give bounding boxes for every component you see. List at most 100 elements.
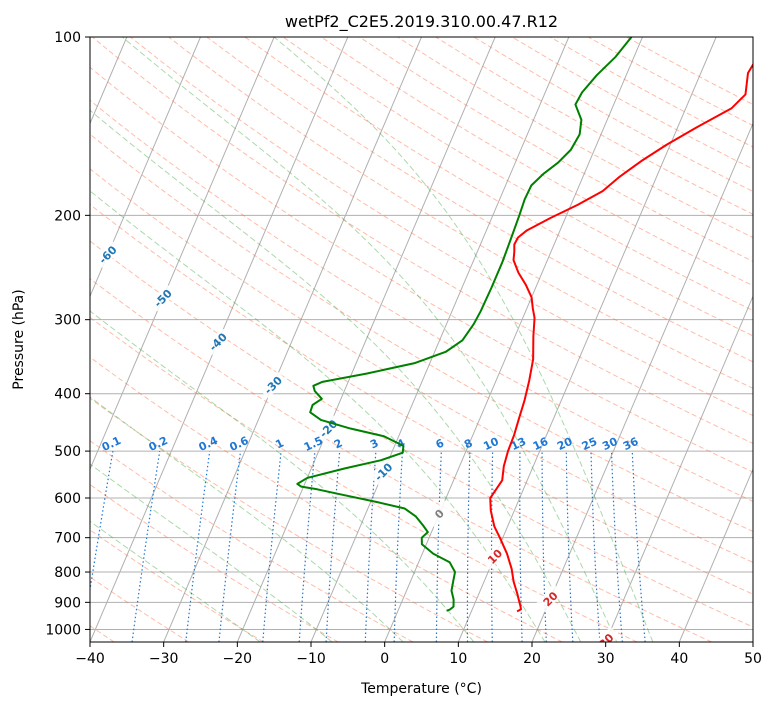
temperature-profile-line <box>489 62 753 613</box>
x-axis: −40 −30 −20 −10 0 10 20 30 40 50 <box>75 642 762 667</box>
moist-adiabat <box>90 520 261 642</box>
dry-adiabat <box>90 483 339 642</box>
isotherm-label: -80 <box>0 156 10 179</box>
y-tick-label: 900 <box>54 595 81 611</box>
moist-adiabat <box>90 310 475 642</box>
dry-adiabat <box>168 37 753 389</box>
isotherm-line <box>236 37 496 642</box>
mixing-ratio-line <box>590 451 601 642</box>
dry-adiabat <box>206 37 753 363</box>
moist-adiabat <box>121 37 618 642</box>
isotherm-line <box>752 640 753 642</box>
y-tick-label: 600 <box>54 491 81 507</box>
plot-frame <box>89 36 754 643</box>
mixing-ratio-line <box>435 451 442 642</box>
y-axis: 100 200 300 400 500 600 700 800 900 1000 <box>45 30 90 638</box>
dry-adiabat <box>90 440 414 642</box>
y-tick-label: 800 <box>54 565 81 581</box>
isotherm-label-bg <box>93 240 122 269</box>
isotherm-label: 30 <box>597 631 617 651</box>
mixing-ratio-line <box>185 451 211 642</box>
isotherm-line <box>90 37 201 298</box>
dry-adiabat <box>90 529 264 642</box>
dry-adiabat <box>90 133 753 533</box>
isotherm-label-bg <box>536 584 564 613</box>
isotherm-label-bg <box>203 327 232 356</box>
isotherm-label-bg <box>480 542 509 570</box>
mixing-ratio-label: 13 <box>509 435 528 453</box>
y-tick-label: 1000 <box>45 622 81 638</box>
x-tick-label: 50 <box>744 651 762 667</box>
x-tick-label: 20 <box>523 651 541 667</box>
isotherm-line <box>531 122 753 642</box>
series-layer <box>296 37 753 613</box>
mixing-ratio-line <box>131 451 161 642</box>
dry-adiabat <box>244 37 753 337</box>
mixing-ratio-label: 30 <box>600 435 620 453</box>
mixing-ratio-line <box>298 451 316 642</box>
isotherm-label-bg <box>258 371 287 399</box>
y-tick-label: 700 <box>54 531 81 547</box>
dry-adiabat <box>91 37 753 445</box>
mixing-ratio-line <box>565 451 574 642</box>
isotherm-line <box>678 467 753 642</box>
x-tick-label: 10 <box>449 651 467 667</box>
x-tick-label: −20 <box>223 651 253 667</box>
y-tick-label: 400 <box>54 387 81 403</box>
background-lines <box>90 37 753 642</box>
isotherm-line <box>90 37 275 471</box>
x-tick-label: 40 <box>670 651 688 667</box>
dry-adiabat <box>511 37 753 170</box>
y-axis-label: Pressure (hPa) <box>11 289 27 389</box>
isotherm-line <box>605 295 753 642</box>
mixing-ratio-label: 36 <box>621 435 641 453</box>
mixing-ratio-label: 6 <box>434 436 447 451</box>
dry-adiabat <box>90 66 753 473</box>
x-tick-label: 30 <box>597 651 615 667</box>
mixing-ratio-line <box>90 450 114 594</box>
dry-adiabat <box>588 37 753 127</box>
isotherm-label-bg <box>148 284 177 312</box>
x-tick-label: −30 <box>149 651 179 667</box>
y-tick-label: 200 <box>54 208 81 224</box>
chart-title: wetPf2_C2E5.2019.310.00.47.R12 <box>285 12 558 32</box>
mixing-ratio-line <box>262 451 282 642</box>
isotherm-label-bg <box>648 669 676 697</box>
x-tick-label: −10 <box>296 651 326 667</box>
moist-adiabat <box>273 37 654 642</box>
dry-adiabat <box>90 397 488 642</box>
dewpoint-profile-line <box>296 37 633 612</box>
isotherm-label-bg <box>314 414 342 442</box>
dry-adiabat <box>359 37 753 262</box>
isotherm-label: 40 <box>652 673 672 693</box>
isotherm-line <box>310 37 570 642</box>
dry-adiabat <box>90 240 753 628</box>
dry-adiabat <box>90 203 753 595</box>
dry-adiabat <box>549 37 753 148</box>
dry-adiabat <box>90 576 190 642</box>
isotherm-label-bg <box>425 499 453 528</box>
dry-adiabat <box>90 168 753 563</box>
isotherm-label-bg <box>369 457 397 486</box>
y-tick-label: 100 <box>54 30 81 46</box>
dry-adiabat <box>435 37 753 215</box>
mixing-ratio-line <box>631 451 646 642</box>
x-tick-label: −40 <box>75 651 105 667</box>
mixing-ratio-line <box>466 451 471 642</box>
x-tick-label: 0 <box>380 651 389 667</box>
dry-adiabat <box>90 356 563 642</box>
mixing-ratio-line <box>490 451 494 642</box>
dry-adiabat <box>282 37 753 312</box>
moist-adiabat <box>90 396 404 642</box>
grid-layer <box>90 37 753 642</box>
mixing-ratio-label: 1 <box>273 436 285 451</box>
isotherm-label-bg <box>0 153 11 181</box>
y-tick-label: 300 <box>54 313 81 329</box>
dry-adiabat <box>90 278 712 642</box>
mixing-ratio-line <box>610 451 623 642</box>
mixing-ratio-label: 20 <box>555 435 575 453</box>
x-axis-label: Temperature (°C) <box>360 681 482 697</box>
moist-adiabat <box>90 463 333 642</box>
